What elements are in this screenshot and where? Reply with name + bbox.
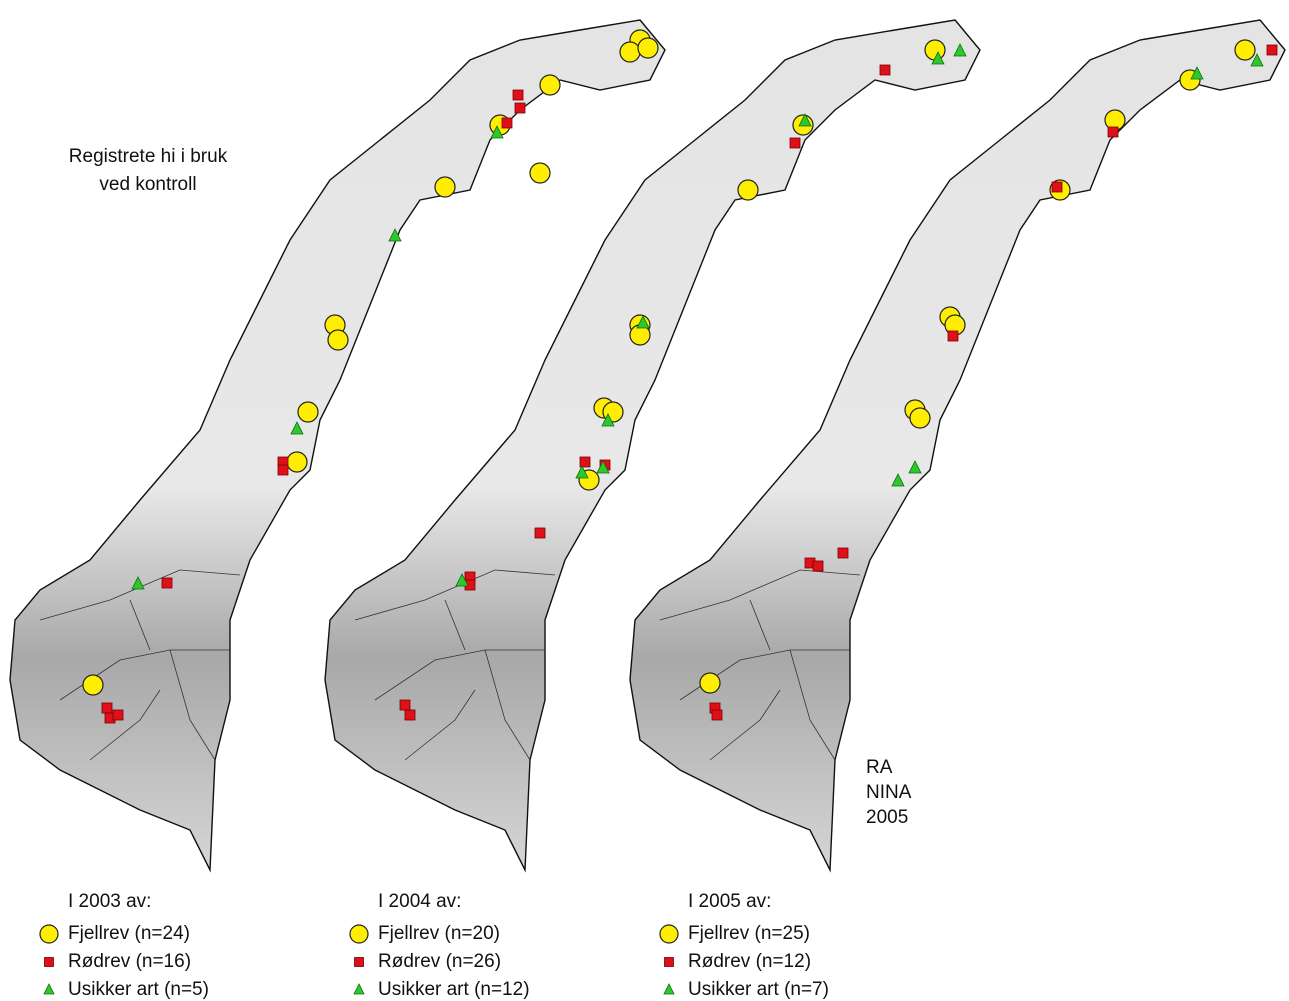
fjellrev-marker [435, 177, 455, 197]
rodrev-marker [580, 457, 590, 467]
rodrev-marker [45, 958, 54, 967]
fjellrev-marker [40, 925, 58, 943]
fjellrev-marker [620, 42, 640, 62]
fjellrev-marker [638, 38, 658, 58]
legend-heading: I 2004 av: [378, 891, 461, 912]
credit: 2005 [866, 807, 908, 828]
rodrev-marker [813, 561, 823, 571]
legend-label: Rødrev (n=16) [68, 951, 191, 972]
rodrev-marker [665, 958, 674, 967]
fjellrev-marker [925, 40, 945, 60]
fjellrev-marker [350, 925, 368, 943]
fjellrev-marker [1235, 40, 1255, 60]
fjellrev-marker [298, 402, 318, 422]
legend-heading: I 2003 av: [68, 891, 151, 912]
fjellrev-marker [83, 675, 103, 695]
legend-label: Fjellrev (n=24) [68, 923, 190, 944]
legend-label: Fjellrev (n=25) [688, 923, 810, 944]
rodrev-marker [278, 465, 288, 475]
rodrev-marker [880, 65, 890, 75]
legends: I 2003 av: Fjellrev (n=24) Rødrev (n=16) Us… [40, 891, 829, 1000]
rodrev-marker [790, 138, 800, 148]
rodrev-marker [948, 331, 958, 341]
fjellrev-marker [287, 452, 307, 472]
legend-label: Rødrev (n=12) [688, 951, 811, 972]
legend-label: Usikker art (n=5) [68, 979, 209, 1000]
rodrev-marker [712, 710, 722, 720]
rodrev-marker [405, 710, 415, 720]
fjellrev-marker [530, 163, 550, 183]
fjellrev-marker [700, 673, 720, 693]
rodrev-marker [1267, 45, 1277, 55]
fjellrev-marker [328, 330, 348, 350]
fjellrev-marker [910, 408, 930, 428]
legend-label: Rødrev (n=26) [378, 951, 501, 972]
rodrev-marker [113, 710, 123, 720]
legend-label: Usikker art (n=12) [378, 979, 530, 1000]
rodrev-marker [1052, 182, 1062, 192]
legend-label: Fjellrev (n=20) [378, 923, 500, 944]
title-line: ved kontroll [99, 174, 196, 195]
rodrev-marker [502, 118, 512, 128]
legend-label: Usikker art (n=7) [688, 979, 829, 1000]
rodrev-marker [355, 958, 364, 967]
rodrev-marker [162, 578, 172, 588]
credit: RA [866, 757, 893, 778]
rodrev-marker [515, 103, 525, 113]
credit: NINA [866, 782, 912, 803]
rodrev-marker [102, 703, 112, 713]
rodrev-marker [513, 90, 523, 100]
rodrev-marker [838, 548, 848, 558]
fjellrev-marker [738, 180, 758, 200]
rodrev-marker [1108, 127, 1118, 137]
title-line: Registrete hi i bruk [69, 146, 228, 167]
usikker-marker [354, 984, 364, 994]
map-figure: Registrete hi i bruk ved kontroll RA NIN… [0, 0, 1289, 1001]
rodrev-marker [400, 700, 410, 710]
fjellrev-marker [660, 925, 678, 943]
fjellrev-marker [540, 75, 560, 95]
rodrev-marker [535, 528, 545, 538]
usikker-marker [664, 984, 674, 994]
legend-heading: I 2005 av: [688, 891, 771, 912]
usikker-marker [44, 984, 54, 994]
